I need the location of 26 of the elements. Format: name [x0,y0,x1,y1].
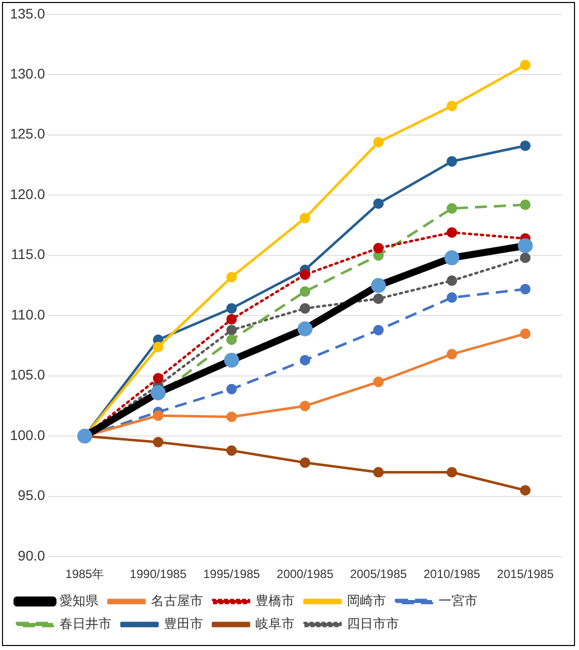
y-tick-label: 95.0 [18,487,46,504]
y-tick-label: 130.0 [10,66,46,82]
y-tick-label: 125.0 [10,126,46,142]
x-tick-label: 2015/1985 [496,567,554,582]
legend-label: 岐阜市 [256,616,294,632]
legend-label: 名古屋市 [151,594,203,609]
legend-label: 岡崎市 [347,594,386,609]
legend-label: 春日井市 [60,616,112,632]
legend-label: 一宮市 [438,592,478,609]
y-tick-label: 135.0 [10,5,46,22]
legend-label: 豊橋市 [256,594,294,609]
x-tick-label: 1985年 [65,567,104,582]
legend-label: 愛知県 [60,594,98,609]
y-tick-label: 100.0 [10,426,46,443]
x-tick-label: 1990/1985 [130,567,187,582]
y-tick-label: 115.0 [11,246,46,262]
y-tick-label: 120.0 [10,186,46,202]
y-tick-label: 90.0 [18,547,46,564]
x-tick-label: 1995/1985 [203,567,260,582]
x-tick-label: 2005/1985 [350,567,408,582]
y-tick-label: 110.0 [11,306,46,322]
x-tick-label: 2010/1985 [423,567,481,582]
x-tick-label: 2000/1985 [276,567,334,582]
legend-label: 四日市市 [347,616,399,632]
y-tick-label: 105.0 [10,366,46,383]
legend-label: 豊田市 [164,616,203,632]
